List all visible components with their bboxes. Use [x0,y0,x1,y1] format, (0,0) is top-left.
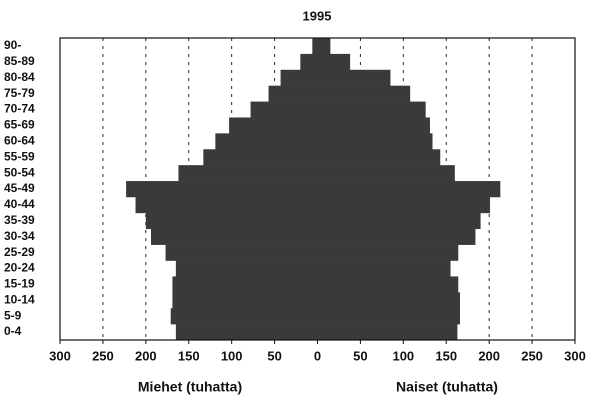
x-tick-label: 300 [49,348,71,363]
bar [268,85,318,102]
y-tick-label: 15-19 [4,277,35,291]
bar [317,244,459,261]
x-tick-label: 200 [478,348,500,363]
y-tick-label: 45-49 [4,181,35,195]
bar [172,292,318,309]
x-tick-label: 0 [314,348,321,363]
bar [317,292,460,309]
y-tick-label: 85-89 [4,54,35,68]
y-tick-label: 65-69 [4,118,35,132]
bar [317,69,391,86]
bar [250,101,318,118]
bar [312,38,318,55]
bar [317,165,455,182]
bar [170,308,318,325]
y-tick-label: 25-29 [4,245,35,259]
x-tick-label: 150 [178,348,200,363]
x-tick-label: 250 [521,348,543,363]
x-tick-label: 200 [135,348,157,363]
bar [317,85,411,102]
plot-frame [59,37,576,341]
bar [150,228,318,245]
bar [300,53,318,71]
y-tick-label: 60-64 [4,133,35,147]
bar [317,324,458,341]
bar [317,276,459,293]
x-tick-label: 50 [267,348,281,363]
bar [135,196,318,214]
y-tick-label: 35-39 [4,213,35,227]
bar [317,181,501,198]
bar [317,117,430,134]
x-tick-label: 100 [221,348,243,363]
bar [317,101,426,118]
x-tick-label: 250 [92,348,114,363]
bar [175,260,318,277]
legend-label: Miehet (tuhatta) [138,379,242,395]
bar [317,308,460,325]
y-tick-label: 40-44 [4,197,35,211]
bar [229,117,318,134]
chart-title: 1995 [303,8,332,23]
y-tick-label: 0-4 [4,324,22,338]
bar [317,196,491,214]
y-tick-label: 55-59 [4,149,35,163]
bar [317,228,476,245]
x-tick-label: 100 [392,348,414,363]
y-tick-label: 30-34 [4,229,35,243]
bar [317,260,451,277]
y-tick-label: 50-54 [4,165,35,179]
bar [280,69,318,86]
legend-label: Naiset (tuhatta) [396,379,498,395]
y-tick-label: 75-79 [4,86,35,100]
bar [126,181,318,198]
bar [317,212,481,230]
bar [317,53,351,71]
bar [203,149,318,166]
y-tick-label: 20-24 [4,261,35,275]
bar [145,212,318,230]
bar [175,324,318,341]
bar [215,133,318,150]
bar [317,133,433,150]
y-tick-label: 5-9 [4,308,22,322]
y-tick-label: 90- [4,38,21,52]
y-tick-label: 10-14 [4,292,35,306]
bar [165,244,318,261]
bar [317,38,331,55]
bar [178,165,318,182]
x-tick-label: 50 [353,348,367,363]
x-tick-label: 150 [435,348,457,363]
bar [317,149,441,166]
y-tick-label: 80-84 [4,70,35,84]
bar [172,276,318,293]
x-tick-label: 300 [564,348,586,363]
y-tick-label: 70-74 [4,102,35,116]
